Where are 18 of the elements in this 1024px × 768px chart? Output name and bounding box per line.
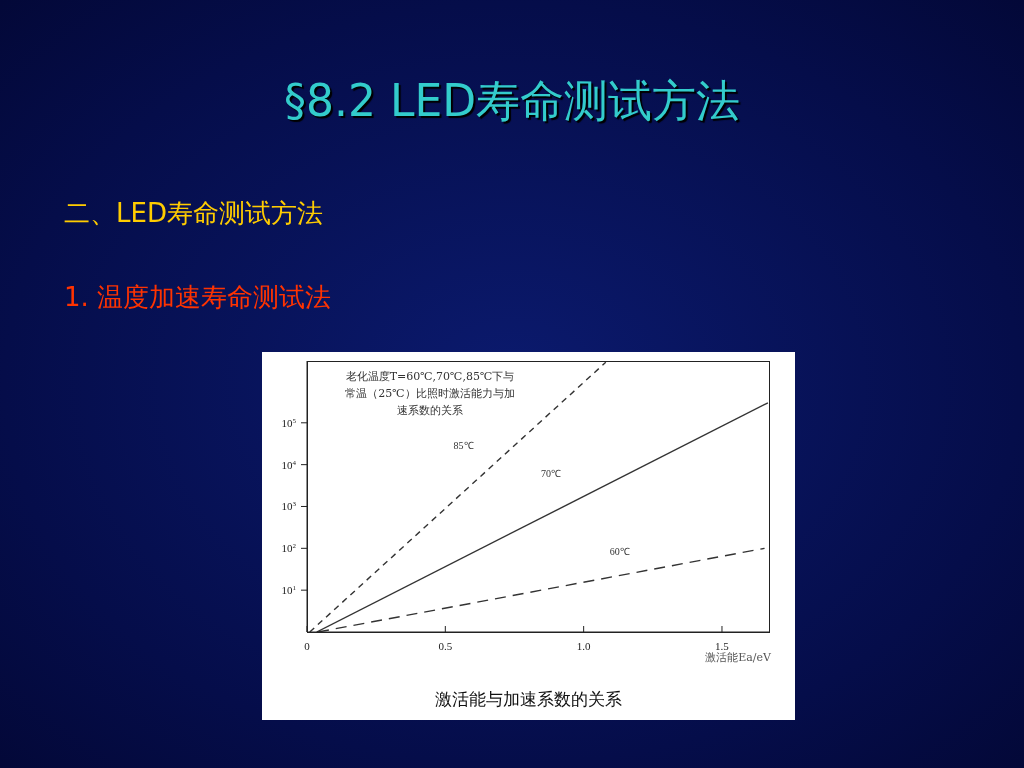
chart-subtitle: 二、LED寿命测试方法 bbox=[64, 197, 323, 230]
text: 激活能与加速系数的关系 bbox=[434, 688, 623, 711]
y-tick-label: 10$^{3}$ bbox=[281, 500, 297, 513]
x-tick-label: 1.0 bbox=[576, 639, 592, 652]
y-tick-label: 10$^{5}$ bbox=[281, 416, 297, 429]
text: 1. 温度加速寿命测试法 bbox=[64, 281, 332, 314]
x-tick-label: 0 bbox=[304, 639, 311, 652]
y-tick-label: 10$^{1}$ bbox=[281, 584, 297, 597]
series-label: 60℃ bbox=[608, 544, 631, 558]
x-tick-label: 0.5 bbox=[438, 639, 453, 652]
text: 70℃ bbox=[539, 466, 562, 480]
chart-title: §8.2 LED寿命测试方法 bbox=[282, 74, 742, 128]
text: 85℃ bbox=[452, 439, 475, 452]
x-axis-title: 激活能Ea/eV bbox=[705, 650, 771, 665]
y-tick-label: 10$^{4}$ bbox=[281, 458, 297, 471]
annotation: 老化温度T=60℃,70℃,85℃下与常温（25℃）比照时激活能力与加速系数的关系 bbox=[344, 369, 516, 419]
y-tick-label: 10$^{2}$ bbox=[281, 542, 297, 555]
x-tick-label: 1.5 bbox=[715, 639, 730, 652]
